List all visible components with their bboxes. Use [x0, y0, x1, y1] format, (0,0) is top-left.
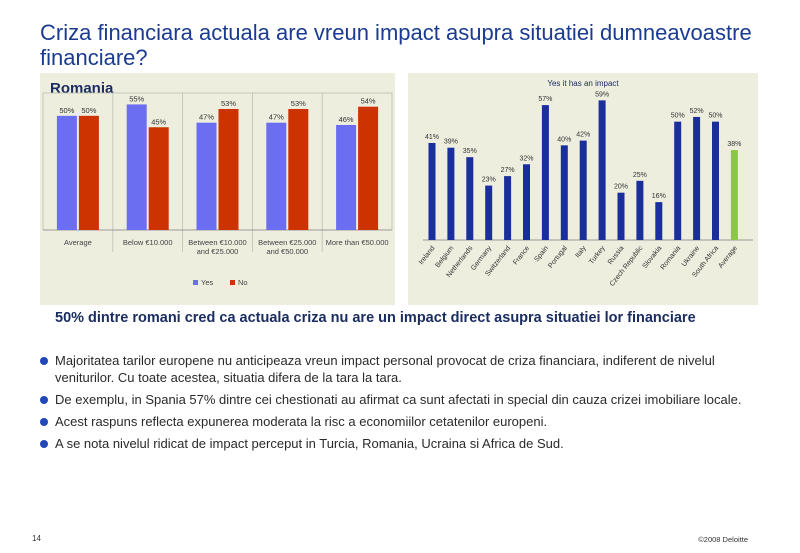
bullet-icon [40, 357, 48, 365]
data-label: 59% [595, 91, 609, 98]
data-label: 16% [652, 193, 666, 200]
data-label: 41% [425, 134, 439, 141]
bar-country [655, 202, 663, 240]
category-label: and €50.000 [266, 247, 308, 256]
category-label: and €25.000 [197, 247, 239, 256]
headline: 50% dintre romani cred ca actuala criza … [55, 310, 696, 326]
bar-no [148, 127, 169, 230]
data-label: 50% [59, 106, 74, 115]
romania-chart-svg: Romania 50% 50% Average 55% 45% Below €10.000 4… [42, 80, 393, 287]
legend-swatch [193, 280, 198, 285]
bullet-item: Majoritatea tarilor europene nu anticipe… [40, 352, 760, 386]
bar-yes [196, 122, 217, 230]
category-label: Below €10.000 [123, 238, 173, 247]
bar-yes [266, 122, 287, 230]
data-label: 53% [291, 99, 306, 108]
data-label: 23% [482, 177, 496, 184]
data-label: 47% [269, 113, 284, 122]
data-label: 55% [129, 94, 144, 103]
bar-country [598, 100, 606, 240]
category-label: Between €10.000 [188, 238, 246, 247]
country-chart-svg: Yes it has an impact41%Ireland39%Belgium… [418, 79, 753, 288]
bar-no [358, 106, 379, 230]
bullet-item: A se nota nivelul ridicat de impact perc… [40, 435, 760, 452]
bar-country [428, 142, 436, 240]
category-label: Spain [533, 245, 550, 264]
category-label: France [512, 245, 531, 267]
data-label: 57% [538, 96, 552, 103]
bar-country [693, 116, 701, 240]
bar-country [466, 157, 474, 240]
bar-no [218, 108, 239, 230]
bullet-icon [40, 440, 48, 448]
bar-no [78, 115, 99, 230]
category-label: Italy [574, 245, 588, 260]
category-label: Russia [607, 245, 626, 266]
data-label: 32% [519, 155, 533, 162]
bullet-icon [40, 418, 48, 426]
bar-country [712, 121, 719, 240]
category-label: More than €50.000 [326, 238, 389, 247]
data-label: 50% [81, 106, 96, 115]
bar-country [504, 176, 512, 240]
data-label: 53% [221, 99, 236, 108]
bar-country [674, 121, 682, 240]
bullet-text: Majoritatea tarilor europene nu anticipe… [55, 353, 715, 385]
data-label: 54% [361, 97, 376, 106]
category-label: Portugal [547, 245, 569, 270]
category-label: Between €25.000 [258, 238, 316, 247]
bar-country [523, 164, 530, 240]
bar-country [541, 105, 549, 240]
data-label: 45% [151, 117, 166, 126]
data-label: 20% [614, 184, 628, 191]
data-label: 46% [339, 115, 354, 124]
category-label: Turkey [588, 245, 607, 266]
legend-label: No [238, 278, 248, 287]
bar-yes [336, 124, 357, 230]
bar-country [485, 185, 493, 240]
data-label: 52% [690, 108, 704, 115]
category-label: Romania [660, 245, 683, 271]
romania-income-chart: Romania 50% 50% Average 55% 45% Below €10.000 4… [40, 73, 395, 305]
bar-yes [126, 104, 147, 230]
data-label: 40% [557, 136, 571, 143]
country-impact-chart: Yes it has an impact 41% Ireland 39% Belgium… [408, 73, 758, 305]
bullet-item: De exemplu, in Spania 57% dintre cei che… [40, 391, 760, 408]
bullet-text: Acest raspuns reflecta expunerea moderat… [55, 414, 548, 429]
bullet-text: De exemplu, in Spania 57% dintre cei che… [55, 392, 742, 407]
bar-country [636, 180, 644, 240]
bar-average [730, 150, 738, 240]
data-label: 27% [501, 167, 515, 174]
data-label: 42% [576, 132, 590, 139]
bar-country [617, 192, 625, 240]
chart-title: Yes it has an impact [547, 79, 619, 88]
bar-yes [56, 115, 77, 230]
page-title: Criza financiara actuala are vreun impac… [40, 20, 752, 70]
data-label: 50% [671, 113, 685, 120]
page-number: 14 [32, 534, 41, 543]
legend-swatch [230, 280, 235, 285]
data-label: 25% [633, 172, 647, 179]
bullet-text: A se nota nivelul ridicat de impact perc… [55, 436, 564, 451]
bullet-list: Majoritatea tarilor europene nu anticipe… [40, 352, 760, 457]
chart-title: Romania [50, 80, 114, 97]
category-label: Average [717, 245, 739, 270]
bar-country [579, 140, 587, 240]
category-label: Ireland [418, 245, 437, 266]
bullet-item: Acest raspuns reflecta expunerea moderat… [40, 413, 760, 430]
copyright: ©2008 Deloitte [698, 535, 748, 544]
data-label: 50% [708, 113, 722, 120]
data-label: 47% [199, 113, 214, 122]
bar-no [288, 108, 309, 230]
data-label: 35% [463, 148, 477, 155]
bullet-icon [40, 396, 48, 404]
data-label: 38% [727, 141, 741, 148]
data-label: 39% [444, 139, 458, 146]
bar-country [560, 145, 568, 240]
category-label: Average [64, 238, 92, 247]
bar-country [447, 147, 455, 240]
legend-label: Yes [201, 278, 213, 287]
